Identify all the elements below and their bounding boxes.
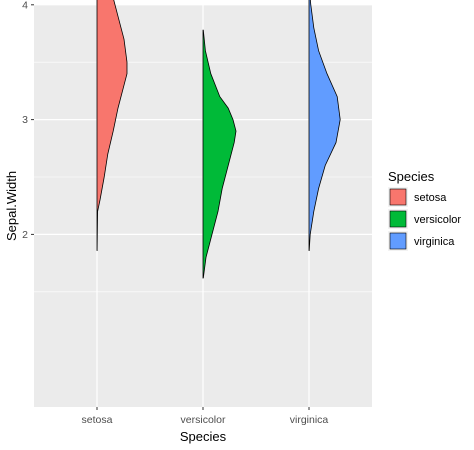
y-tick-label: 3 [22, 114, 28, 126]
legend-key-setosa [389, 188, 407, 206]
y-axis: 2 3 4 [22, 0, 34, 241]
y-tick-label: 2 [22, 229, 28, 241]
x-axis: setosa versicolor virginica [82, 407, 329, 426]
x-tick-label-setosa: setosa [82, 414, 113, 426]
legend-key-virginica [389, 232, 407, 250]
x-tick-label-virginica: virginica [290, 414, 329, 426]
legend-label-versicolor: versicolor [414, 214, 461, 226]
violin-setosa [96, 0, 128, 252]
x-tick-label-versicolor: versicolor [181, 414, 226, 426]
legend: Species setosa versicolor virginica [388, 169, 461, 251]
y-axis-title: Sepal.Width [4, 171, 19, 241]
violin-virginica [308, 0, 341, 251]
y-tick-label: 4 [22, 0, 28, 11]
violin-group [96, 0, 341, 279]
violin-versicolor [202, 29, 237, 279]
legend-items: setosa versicolor virginica [388, 187, 461, 251]
legend-label-setosa: setosa [414, 192, 447, 204]
legend-label-virginica: virginica [414, 236, 455, 248]
x-axis-title: Species [180, 429, 227, 444]
legend-title: Species [388, 169, 435, 184]
legend-key-versicolor [389, 210, 407, 228]
